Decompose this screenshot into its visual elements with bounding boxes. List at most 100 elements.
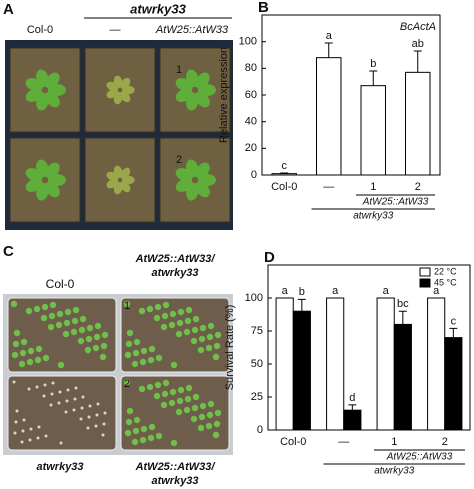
- seedling: [183, 328, 191, 336]
- significance-letter: c: [451, 315, 457, 327]
- x-tick-label: —: [323, 181, 334, 193]
- y-axis-label: Relative expression: [218, 47, 230, 143]
- significance-letter: bc: [397, 298, 409, 310]
- error-bar: [398, 310, 407, 325]
- seedling: [59, 441, 63, 445]
- seedling: [94, 424, 98, 428]
- seedling: [123, 300, 131, 308]
- seedling: [58, 390, 62, 394]
- pot: [84, 137, 156, 223]
- seedling: [12, 380, 16, 384]
- legend-swatch: [419, 267, 431, 277]
- seedling: [62, 330, 70, 338]
- seedling: [168, 399, 176, 407]
- seedling: [162, 379, 170, 387]
- seedling: [73, 397, 77, 401]
- seedling: [80, 406, 84, 410]
- seedling: [176, 319, 184, 327]
- seedling: [214, 331, 222, 339]
- seedling: [10, 300, 18, 308]
- error-bar: [348, 404, 357, 411]
- seedling: [102, 422, 106, 426]
- plot-frame: [267, 264, 471, 431]
- x-tick-label: 2: [442, 436, 448, 448]
- seedling: [139, 436, 147, 444]
- seedling: [101, 433, 105, 437]
- x-tick-label: Col-0: [280, 436, 306, 448]
- seedling: [148, 423, 156, 431]
- seedling: [95, 413, 99, 417]
- seedling: [66, 388, 70, 392]
- label: Col-0: [27, 24, 53, 36]
- seedling: [94, 322, 102, 330]
- tray: [7, 297, 117, 373]
- seedling: [71, 317, 79, 325]
- seedling: [101, 331, 109, 339]
- significance-letter: b: [299, 286, 305, 298]
- x-tick-label: Col-0: [271, 181, 297, 193]
- seedling: [170, 439, 178, 447]
- seedling: [15, 409, 19, 413]
- error-bar: [324, 42, 333, 58]
- significance-letter: a: [433, 285, 440, 297]
- seedling: [35, 385, 39, 389]
- seedling: [190, 415, 198, 423]
- group-label: atwrky33: [353, 211, 393, 222]
- seedling: [27, 347, 35, 355]
- seedling: [41, 303, 49, 311]
- seedling: [212, 353, 220, 361]
- seedling: [132, 427, 140, 435]
- seedling: [28, 438, 32, 442]
- seedling: [96, 402, 100, 406]
- seedling: [133, 338, 141, 346]
- seedling: [65, 399, 69, 403]
- seedling: [64, 308, 72, 316]
- seedling: [124, 429, 132, 437]
- seedling: [177, 386, 185, 394]
- seedling: [197, 424, 205, 432]
- seedling: [40, 314, 48, 322]
- panel-letter: D: [264, 249, 275, 266]
- group-label: AtW25::AtW33: [362, 197, 429, 208]
- significance-letter: c: [282, 160, 288, 172]
- significance-letter: a: [326, 30, 333, 42]
- seedling: [78, 326, 86, 334]
- leaf: [106, 88, 119, 99]
- seedling: [44, 434, 48, 438]
- leaf: [195, 72, 210, 89]
- seedling: [87, 415, 91, 419]
- y-tick-label: 100: [239, 36, 257, 48]
- seedling: [176, 397, 184, 405]
- bar: [444, 337, 463, 431]
- bar: [316, 57, 342, 176]
- line-number: 1: [176, 64, 182, 76]
- leaf: [195, 181, 210, 198]
- seedling: [64, 410, 68, 414]
- panel-letter: B: [258, 0, 269, 16]
- error-bar: [413, 50, 422, 73]
- seedling: [212, 431, 220, 439]
- seedling: [206, 411, 214, 419]
- seedling: [100, 342, 108, 350]
- seedling: [153, 392, 161, 400]
- seedling: [77, 337, 85, 345]
- leaf: [25, 88, 43, 102]
- seedling: [13, 329, 21, 337]
- error-bar: [280, 172, 289, 174]
- seedling: [26, 358, 34, 366]
- seedling: [14, 420, 18, 424]
- seedling: [161, 390, 169, 398]
- y-tick-label: 25: [251, 391, 263, 403]
- seedling: [139, 358, 147, 366]
- seedling: [175, 330, 183, 338]
- seedling: [125, 418, 133, 426]
- group-label: AtW25::AtW33: [386, 452, 453, 463]
- seedling: [103, 411, 107, 415]
- y-tick-label: 0: [257, 424, 263, 436]
- seedling: [154, 381, 162, 389]
- seedling: [140, 347, 148, 355]
- seedling: [132, 349, 140, 357]
- seedling: [18, 360, 26, 368]
- group-label: atwrky33: [374, 466, 414, 477]
